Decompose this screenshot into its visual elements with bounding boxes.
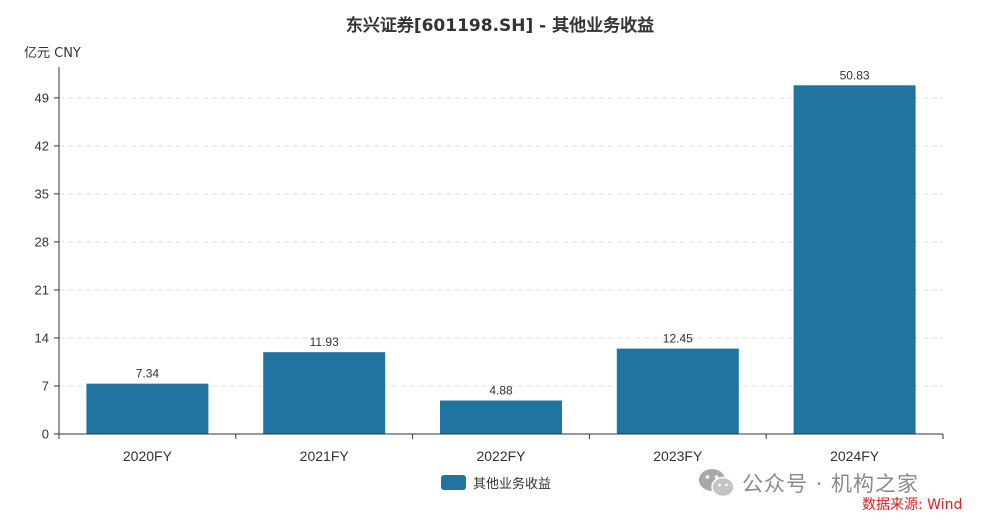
data-labels: 7.34 11.93 4.88 12.45 50.83 [136, 68, 870, 397]
y-tick-label: 7 [42, 378, 49, 393]
y-tick-label: 21 [35, 282, 49, 297]
data-label: 11.93 [310, 335, 339, 349]
y-tick-label: 49 [35, 90, 49, 105]
data-label: 12.45 [663, 332, 693, 346]
x-tick-label: 2022FY [476, 448, 526, 464]
x-tick-label: 2021FY [300, 448, 350, 464]
wechat-icon [699, 469, 735, 498]
x-axis-ticks: 2020FY 2021FY 2022FY 2023FY 2024FY [58, 434, 944, 464]
watermark: 公众号 · 机构之家 [698, 466, 919, 500]
x-tick-label: 2023FY [653, 448, 703, 464]
data-label: 50.83 [840, 68, 870, 82]
y-tick-label: 35 [35, 186, 49, 201]
bar-2024FY[interactable] [793, 85, 916, 434]
y-tick-label: 42 [35, 138, 49, 153]
x-tick-label: 2020FY [123, 448, 173, 464]
bars [86, 85, 916, 434]
x-tick-label: 2024FY [830, 448, 880, 464]
legend-swatch [441, 475, 466, 490]
bar-2022FY[interactable] [440, 400, 562, 434]
y-tick-label: 0 [42, 427, 49, 442]
legend[interactable]: 其他业务收益 [441, 475, 551, 492]
bar-2023FY[interactable] [616, 348, 739, 434]
y-tick-label: 28 [35, 234, 49, 249]
watermark-text: 公众号 · 机构之家 [742, 472, 920, 496]
data-label: 7.34 [136, 367, 160, 381]
y-unit-label: 亿元 CNY [24, 46, 81, 61]
grid-lines [59, 97, 943, 387]
data-label: 4.88 [489, 384, 513, 398]
y-tick-label: 14 [35, 330, 49, 345]
data-source: 数据来源: Wind [862, 497, 963, 513]
bar-2020FY[interactable] [86, 383, 209, 434]
y-axis-ticks: 0 7 14 21 28 35 42 49 [35, 90, 59, 442]
bar-2021FY[interactable] [263, 352, 386, 434]
legend-label: 其他业务收益 [473, 476, 551, 492]
chart-title: 东兴证券[601198.SH] - 其他业务收益 [346, 15, 654, 36]
